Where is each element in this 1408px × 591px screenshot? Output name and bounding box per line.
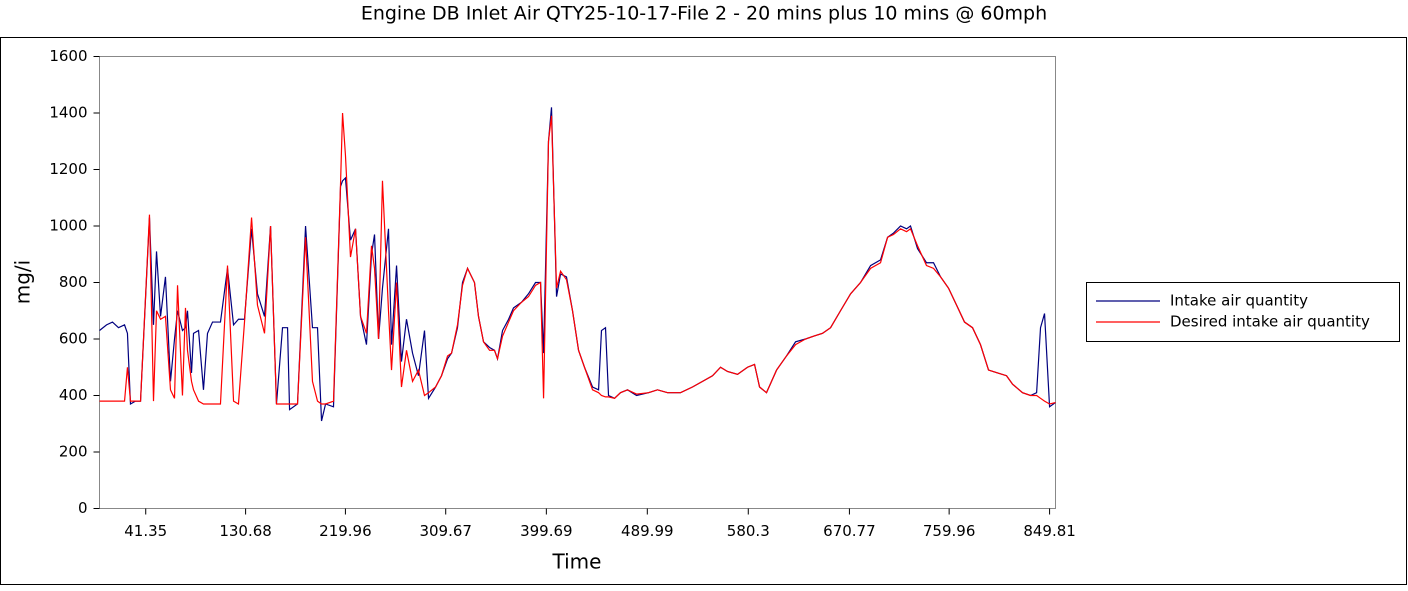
frame [0, 37, 1407, 585]
y-tick-label: 1400 [49, 104, 87, 122]
chart-title: Engine DB Inlet Air QTY25-10-17-File 2 -… [361, 3, 1047, 25]
x-axis-label: Time [552, 550, 602, 574]
x-tick-label: 580.3 [727, 522, 770, 540]
x-tick-label: 41.35 [124, 522, 167, 540]
y-tick-label: 1600 [49, 47, 87, 65]
x-tick-label: 849.81 [1023, 522, 1076, 540]
x-tick-label: 309.67 [419, 522, 472, 540]
legend-label: Intake air quantity [1170, 292, 1308, 310]
y-tick-label: 1000 [49, 217, 87, 235]
y-tick-label: 800 [59, 273, 88, 291]
plot-area [99, 56, 1056, 509]
y-tick-label: 200 [59, 443, 88, 461]
y-axis-label: mg/i [11, 260, 35, 304]
legend [1086, 282, 1400, 342]
x-tick-label: 489.99 [621, 522, 674, 540]
y-tick-label: 0 [78, 499, 88, 517]
series-line [99, 112, 1056, 405]
y-tick-label: 1200 [49, 160, 87, 178]
x-tick-label: 759.96 [923, 522, 976, 540]
y-tick-label: 400 [59, 386, 88, 404]
x-tick-label: 670.77 [823, 522, 876, 540]
y-tick-label: 600 [59, 330, 88, 348]
x-tick-label: 399.69 [520, 522, 573, 540]
x-tick-label: 130.68 [219, 522, 272, 540]
legend-label: Desired intake air quantity [1170, 313, 1370, 331]
x-tick-label: 219.96 [319, 522, 372, 540]
